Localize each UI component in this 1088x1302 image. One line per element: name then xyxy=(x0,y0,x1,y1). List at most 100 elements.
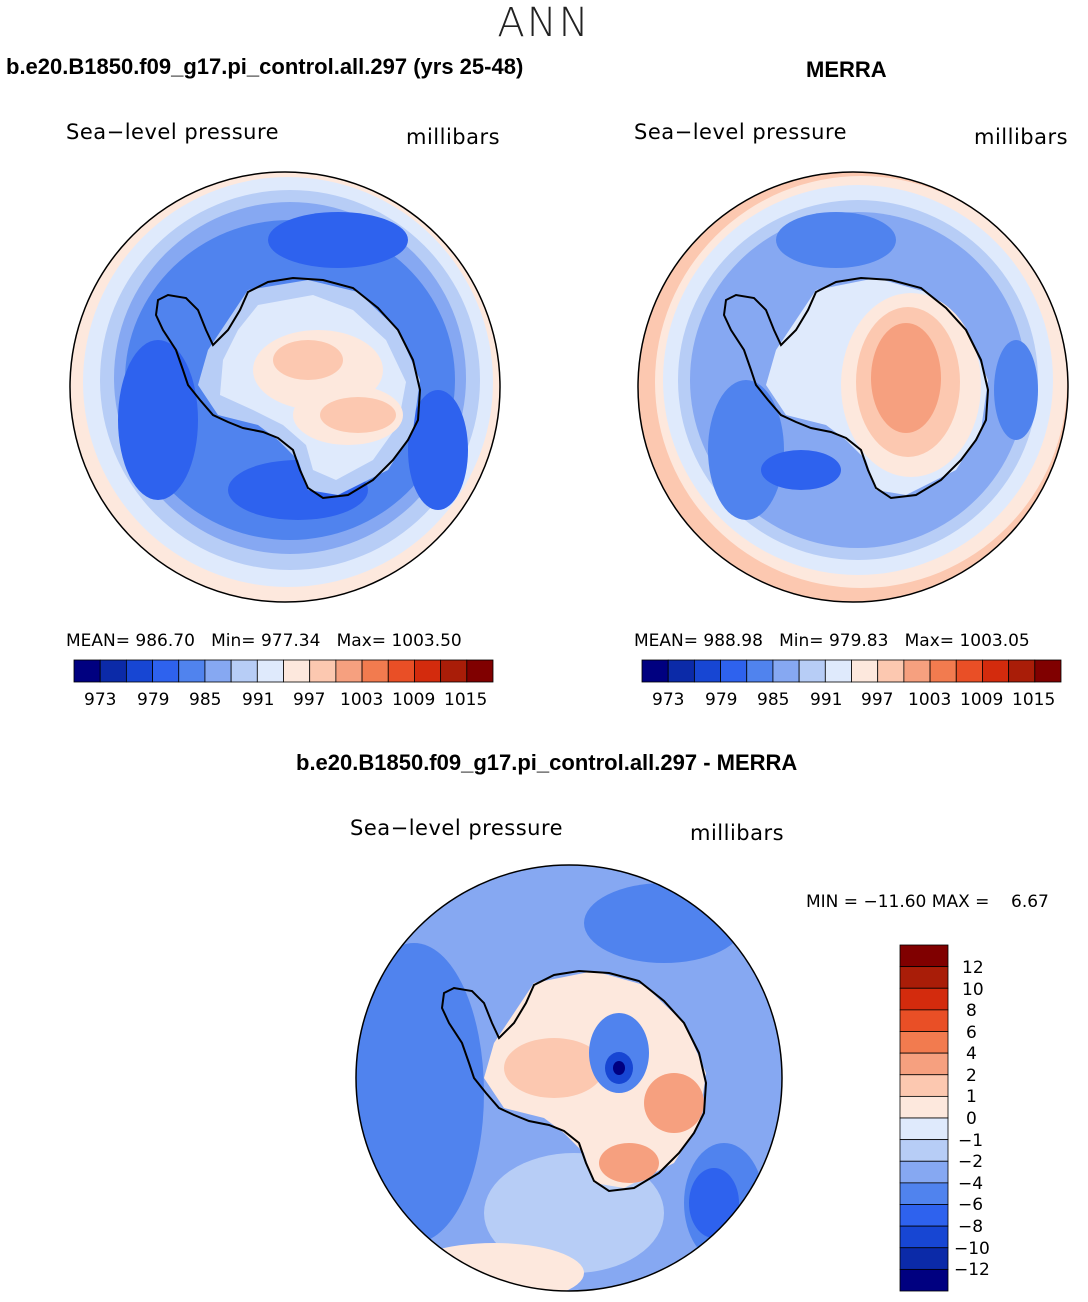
diff-pos-south xyxy=(599,1143,659,1183)
model-trough-1 xyxy=(118,340,198,500)
obs-colorbar-swatch-13 xyxy=(982,659,1010,683)
obs-map-border xyxy=(637,171,1069,603)
obs-colorbar-swatch-6 xyxy=(798,659,826,683)
diff-colorbar-swatch-2 xyxy=(899,987,949,1011)
model-min-value: 977.34 xyxy=(260,631,321,651)
obs-colorbar-swatch-9 xyxy=(877,659,905,683)
diff-colorbar-swatch-11 xyxy=(899,1182,949,1205)
obs-high-3 xyxy=(871,323,941,433)
obs-panel-title: MERRA xyxy=(806,57,887,82)
diff-cb-label-6: 1 xyxy=(966,1087,977,1107)
model-mean-label: MEAN= xyxy=(66,631,130,651)
obs-units-label: millibars xyxy=(974,125,1069,149)
obs-variable-label: Sea−level pressure xyxy=(634,120,848,144)
diff-cb-label-0: 12 xyxy=(962,958,984,978)
diff-cb-label-12: −8 xyxy=(958,1217,984,1237)
diff-colorbar-swatch-15 xyxy=(899,1268,949,1292)
model-colorbar-swatch-9 xyxy=(309,659,337,683)
diff-colorbar-swatch-10 xyxy=(899,1160,949,1184)
diff-positive-southwest xyxy=(404,1243,584,1291)
obs-max-label: Max= xyxy=(904,631,955,651)
model-map-border xyxy=(69,171,501,603)
obs-colorbar-swatch-4 xyxy=(746,659,774,683)
model-stats: MEAN= 986.70 Min= 977.34 Max= 1003.50 xyxy=(66,631,462,651)
model-cb-label-7: 1015 xyxy=(444,690,488,710)
diff-coastline xyxy=(440,969,708,1193)
obs-colorbar-swatch-15 xyxy=(1034,659,1062,683)
obs-colorbar-swatch-3 xyxy=(720,659,748,683)
model-coastline xyxy=(154,276,422,500)
diff-units-label: millibars xyxy=(690,821,785,845)
obs-colorbar-swatch-1 xyxy=(667,659,695,683)
obs-trough-1 xyxy=(776,212,896,268)
diff-polar-map xyxy=(355,864,783,1292)
diff-colorbar-swatch-7 xyxy=(899,1095,949,1119)
obs-colorbar-swatch-5 xyxy=(772,659,800,683)
model-colorbar-swatch-15 xyxy=(466,659,494,683)
model-cb-label-3: 991 xyxy=(242,690,275,710)
diff-colorbar-swatch-14 xyxy=(899,1247,949,1270)
model-cb-label-0: 973 xyxy=(84,690,117,710)
model-high-3 xyxy=(273,340,343,380)
obs-colorbar-swatch-7 xyxy=(824,659,852,683)
obs-colorbar xyxy=(641,659,1062,683)
diff-panel-title: b.e20.B1850.f09_g17.pi_control.all.297 -… xyxy=(296,750,798,775)
obs-cb-label-7: 1015 xyxy=(1012,690,1056,710)
obs-cb-label-2: 985 xyxy=(757,690,790,710)
model-colorbar-swatch-2 xyxy=(125,659,153,683)
diff-colorbar-swatch-5 xyxy=(899,1052,949,1076)
diff-pos-west xyxy=(504,1038,604,1098)
obs-mean-label: MEAN= xyxy=(634,631,698,651)
model-colorbar-swatch-8 xyxy=(283,659,311,683)
diff-cb-label-9: −2 xyxy=(958,1152,984,1172)
diff-cb-label-11: −6 xyxy=(958,1195,984,1215)
diff-cb-label-10: −4 xyxy=(958,1174,984,1194)
diff-colorbar-swatch-3 xyxy=(899,1009,949,1032)
model-colorbar-swatch-14 xyxy=(440,659,468,683)
diff-min-value: −11.60 xyxy=(863,892,927,912)
obs-max-value: 1003.05 xyxy=(959,631,1030,651)
model-cb-label-4: 997 xyxy=(293,690,326,710)
diff-colorbar xyxy=(899,944,949,1292)
obs-coastline xyxy=(722,276,990,500)
model-cb-label-6: 1009 xyxy=(392,690,436,710)
diff-colorbar-swatch-12 xyxy=(899,1204,949,1227)
diff-min-label: MIN = xyxy=(806,892,859,912)
model-colorbar-swatch-6 xyxy=(230,659,258,683)
diff-cb-label-14: −12 xyxy=(954,1260,990,1280)
diff-cb-label-3: 6 xyxy=(966,1023,977,1043)
obs-colorbar-swatch-11 xyxy=(929,659,957,683)
diff-cb-label-7: 0 xyxy=(966,1109,977,1129)
model-colorbar-swatch-13 xyxy=(414,659,442,683)
model-trough-3 xyxy=(408,390,468,510)
obs-stats: MEAN= 988.98 Min= 979.83 Max= 1003.05 xyxy=(634,631,1030,651)
diff-max-value: 6.67 xyxy=(1011,892,1049,912)
diff-pos-east xyxy=(644,1073,704,1133)
diff-colorbar-swatch-13 xyxy=(899,1225,949,1249)
model-cb-label-2: 985 xyxy=(189,690,222,710)
obs-colorbar-swatch-10 xyxy=(903,659,931,683)
model-variable-label: Sea−level pressure xyxy=(66,120,280,144)
diff-cb-label-5: 2 xyxy=(966,1066,977,1086)
obs-cb-label-6: 1009 xyxy=(960,690,1004,710)
diff-cb-label-4: 4 xyxy=(966,1044,977,1064)
obs-trough-3 xyxy=(994,340,1038,440)
diff-colorbar-swatch-1 xyxy=(899,966,949,989)
obs-cb-label-3: 991 xyxy=(810,690,843,710)
model-max-label: Max= xyxy=(336,631,387,651)
diff-colorbar-swatch-4 xyxy=(899,1031,949,1054)
model-colorbar-swatch-1 xyxy=(99,659,127,683)
model-colorbar xyxy=(73,659,494,683)
model-colorbar-swatch-0 xyxy=(73,659,101,683)
model-panel-title: b.e20.B1850.f09_g17.pi_control.all.297 (… xyxy=(6,54,524,79)
diff-low-east-core xyxy=(689,1168,739,1238)
diff-colorbar-swatch-9 xyxy=(899,1139,949,1162)
diff-cb-label-2: 8 xyxy=(966,1001,977,1021)
model-units-label: millibars xyxy=(406,125,501,149)
obs-colorbar-swatch-14 xyxy=(1008,659,1036,683)
figure-title: ANN xyxy=(497,0,591,46)
diff-low-north xyxy=(584,883,744,963)
obs-colorbar-swatch-0 xyxy=(641,659,669,683)
model-cb-label-1: 979 xyxy=(137,690,170,710)
model-colorbar-swatch-12 xyxy=(387,659,415,683)
